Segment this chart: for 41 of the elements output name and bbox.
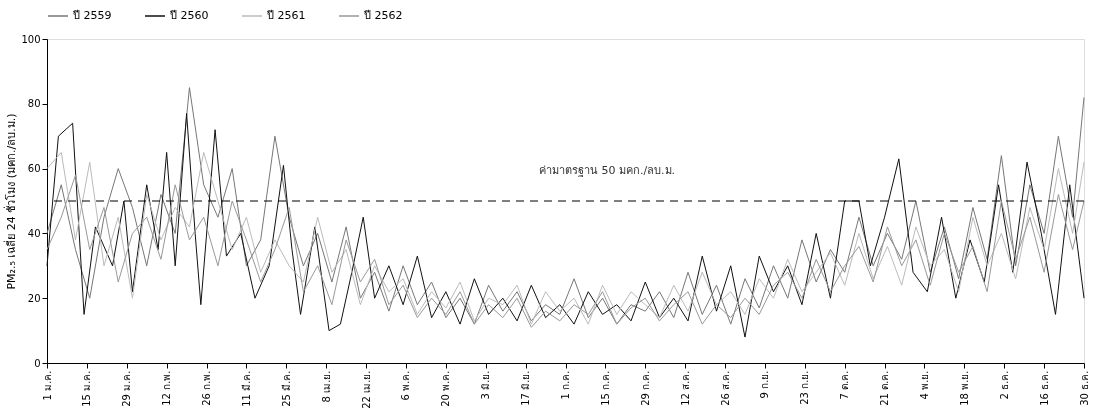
- legend-label: ปี 2562: [363, 9, 403, 22]
- y-tick-label: 20: [27, 292, 41, 304]
- legend-label: ปี 2561: [266, 9, 306, 22]
- x-tick-label: 1 ก.ค.: [560, 370, 571, 400]
- x-tick-label: 6 พ.ค.: [400, 370, 412, 401]
- x-tick-label: 12 ส.ค.: [679, 370, 691, 406]
- x-tick-label: 29 ก.ค.: [639, 370, 651, 406]
- x-tick-label: 26 ส.ค.: [719, 370, 731, 406]
- x-tick-label: 29 ม.ค.: [121, 370, 133, 407]
- y-tick-label: 0: [34, 357, 41, 369]
- x-tick-label: 9 ก.ย.: [759, 370, 771, 399]
- x-tick-label: 23 ก.ย.: [799, 370, 811, 405]
- x-tick-label: 20 พ.ค.: [440, 370, 452, 407]
- x-tick-label: 12 ก.พ.: [161, 370, 173, 406]
- x-tick-label: 7 ต.ค.: [839, 370, 851, 400]
- line-series: [46, 87, 1085, 325]
- x-tick-label: 30 ธ.ค.: [1078, 370, 1090, 406]
- x-tick-label: 4 พ.ย.: [918, 370, 930, 400]
- legend-label: ปี 2560: [169, 9, 209, 22]
- y-tick-label: 100: [21, 33, 41, 45]
- legend-label: ปี 2559: [72, 9, 112, 22]
- x-tick-label: 17 มิ.ย.: [520, 370, 532, 406]
- y-tick-label: 60: [27, 163, 41, 175]
- y-tick-label: 40: [27, 227, 41, 239]
- x-tick-label: 22 เม.ย.: [360, 370, 372, 409]
- x-tick-label: 3 มิ.ย.: [480, 370, 492, 400]
- ref-line-label: ค่ามาตรฐาน 50 มคก./ลบ.ม.: [538, 164, 676, 177]
- x-tick-label: 26 ก.พ.: [201, 370, 213, 406]
- line-series: [46, 113, 1085, 338]
- x-tick-label: 2 ธ.ค.: [998, 370, 1010, 400]
- x-tick-label: 18 พ.ย.: [958, 370, 970, 406]
- y-tick-label: 80: [27, 98, 41, 110]
- x-tick-label: 15 ก.ค.: [599, 370, 611, 406]
- x-tick-label: 16 ธ.ค.: [1038, 370, 1050, 406]
- x-tick-label: 1 ม.ค.: [41, 370, 53, 401]
- x-tick-label: 25 มี.ค.: [280, 370, 292, 407]
- y-axis-title: PM₂.₅ เฉลี่ย 24 ชั่วโมง (มคก./ลบ.ม.): [3, 113, 19, 290]
- x-tick-label: 11 มี.ค.: [240, 370, 252, 407]
- x-tick-label: 21 ต.ค.: [879, 370, 891, 406]
- x-tick-label: 15 ม.ค.: [81, 370, 93, 407]
- x-tick-label: 8 เม.ย.: [320, 370, 332, 403]
